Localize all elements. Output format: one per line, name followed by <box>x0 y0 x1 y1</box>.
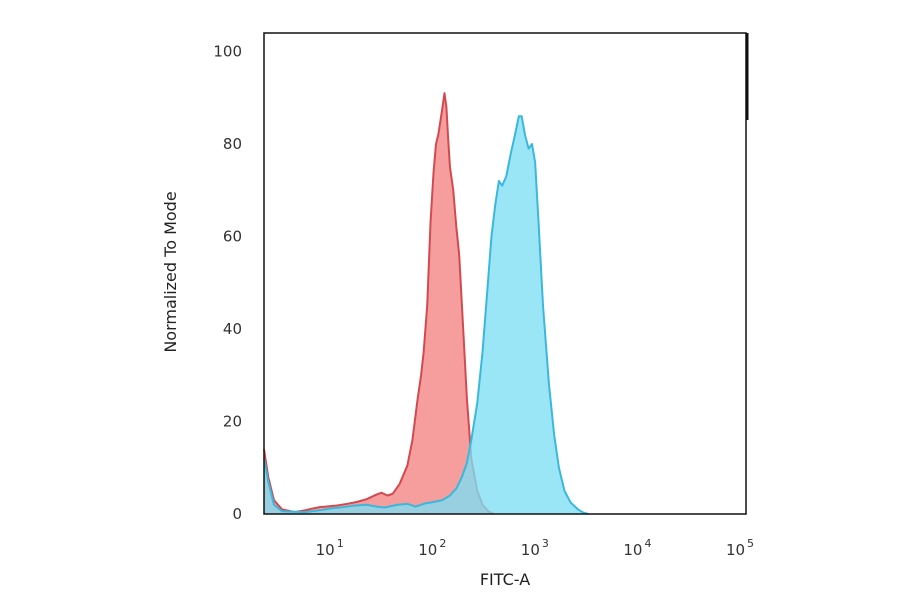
x-tick-label: 10 2 <box>418 537 446 559</box>
x-tick-label: 10 4 <box>623 537 651 559</box>
series-layer <box>263 92 589 515</box>
y-tick-label: 40 <box>223 320 242 338</box>
y-tick-label: 100 <box>213 43 242 61</box>
histogram-fill-0 <box>264 93 495 514</box>
y-axis-title: Normalized To Mode <box>161 191 180 352</box>
x-tick-label: 10 5 <box>726 537 754 559</box>
x-tick-label: 10 3 <box>521 537 549 559</box>
plot-frame <box>263 32 747 515</box>
y-tick-label: 80 <box>223 135 242 153</box>
y-tick-label: 20 <box>223 413 242 431</box>
histogram-outline-1 <box>263 115 589 515</box>
y-tick-label: 0 <box>232 505 242 523</box>
y-tick-label: 60 <box>223 228 242 246</box>
histogram-outline-0 <box>263 92 495 515</box>
histogram-fill-1 <box>264 116 589 514</box>
x-axis-title: FITC-A <box>480 570 530 589</box>
x-tick-label: 10 1 <box>316 537 344 559</box>
x-tick-layer: 10 1 10 2 10 3 10 4 10 5 <box>316 537 754 559</box>
y-tick-layer: 0 20 40 60 80 100 <box>213 43 242 524</box>
